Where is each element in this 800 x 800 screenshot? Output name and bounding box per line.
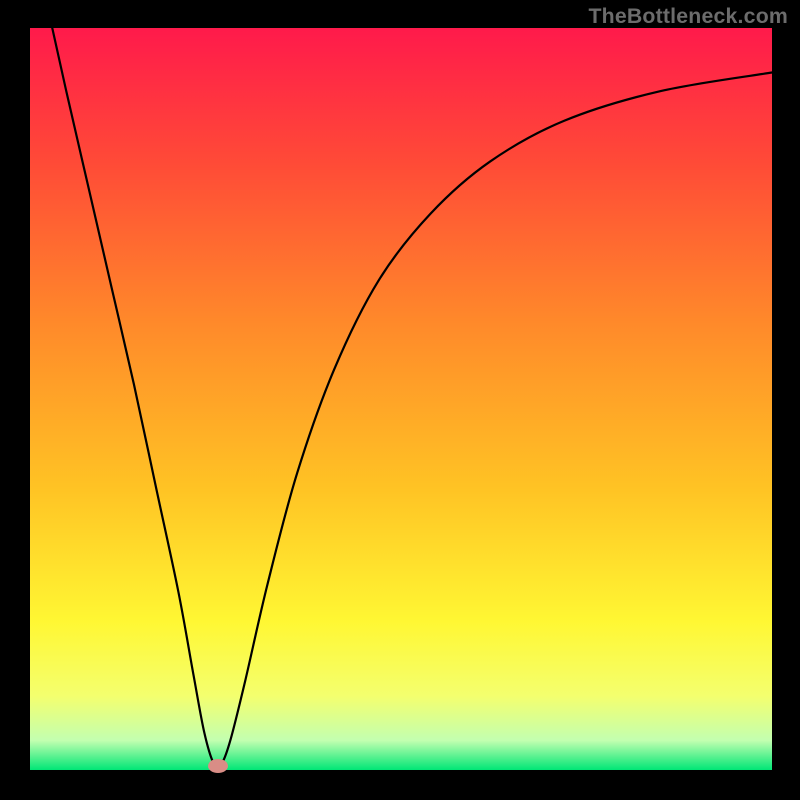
curve-svg (30, 28, 772, 770)
plot-area (30, 28, 772, 770)
watermark-text: TheBottleneck.com (588, 4, 788, 29)
chart-frame: TheBottleneck.com (0, 0, 800, 800)
bottleneck-curve (52, 28, 772, 768)
minimum-marker (208, 759, 228, 773)
